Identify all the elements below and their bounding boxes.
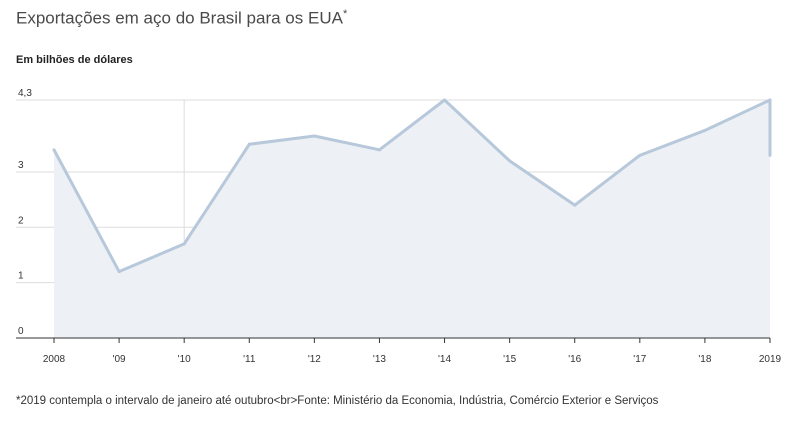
x-tick-label: '16 [568, 354, 581, 365]
x-tick-label: '13 [373, 354, 386, 365]
data-point [117, 270, 121, 274]
x-tick-label: '11 [243, 354, 256, 365]
x-tick-label: '12 [308, 354, 321, 365]
chart-title-text: Exportações em aço do Brasil para os EUA [16, 8, 343, 28]
data-point [52, 148, 56, 152]
data-point [443, 98, 447, 102]
data-point [768, 98, 772, 102]
data-point [312, 134, 316, 138]
unit-label: Em bilhões de dólares [16, 54, 133, 66]
chart-title: Exportações em aço do Brasil para os EUA… [16, 8, 347, 29]
chart-title-mark: * [342, 8, 348, 20]
data-point [638, 153, 642, 157]
data-point [703, 128, 707, 132]
x-tick-label: 2008 [43, 354, 66, 365]
footnote: *2019 contempla o intervalo de janeiro a… [16, 395, 659, 407]
data-point [508, 159, 512, 163]
x-tick-label: '10 [178, 354, 191, 365]
y-tick-label: 1 [18, 271, 24, 282]
data-point [377, 148, 381, 152]
data-point [573, 203, 577, 207]
y-tick-label: 0 [18, 326, 24, 337]
area-fill [54, 100, 770, 338]
data-point [247, 142, 251, 146]
x-tick-label: '17 [633, 354, 646, 365]
x-tick-label: '18 [698, 354, 711, 365]
data-point [182, 242, 186, 246]
x-tick-label: '14 [438, 354, 451, 365]
data-point [768, 153, 772, 157]
y-tick-label: 3 [18, 160, 24, 171]
x-tick-label: '15 [503, 354, 516, 365]
x-tick-label: '09 [113, 354, 126, 365]
x-tick-label: 2019 [759, 354, 782, 365]
y-tick-label: 2 [18, 215, 24, 226]
y-tick-label: 4,3 [18, 88, 32, 99]
